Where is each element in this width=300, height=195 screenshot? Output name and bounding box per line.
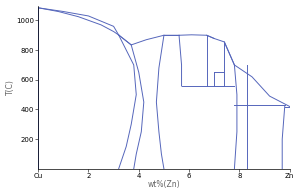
- Y-axis label: T(C): T(C): [6, 79, 15, 95]
- X-axis label: wt%(Zn): wt%(Zn): [148, 180, 180, 190]
